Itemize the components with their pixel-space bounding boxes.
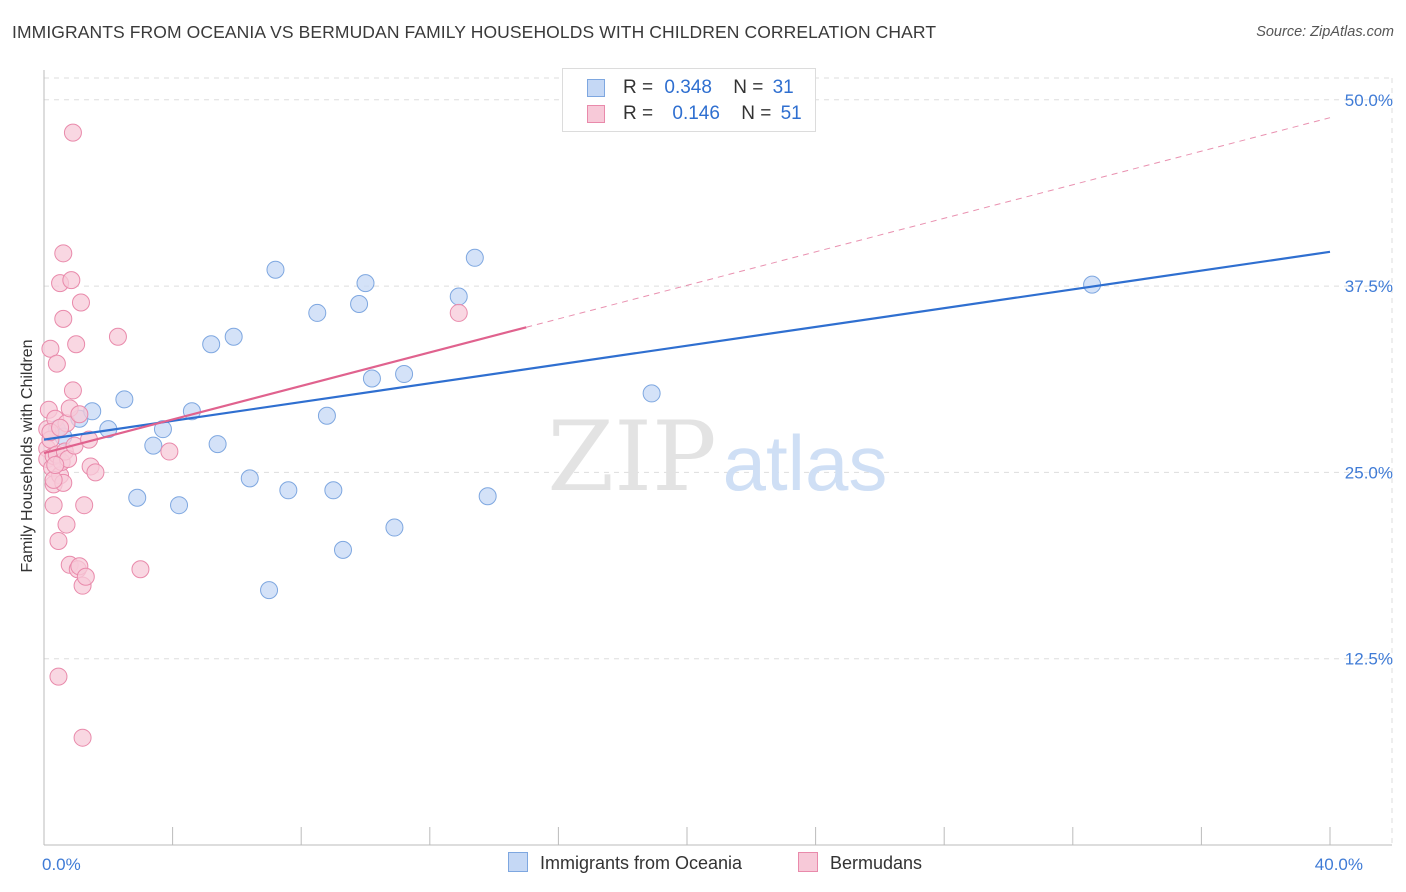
n-label: N =: [733, 77, 764, 98]
oceania-point: [170, 496, 189, 515]
correlation-legend: R = 0.348 N = 31 R = 0.146 N = 51: [562, 68, 816, 132]
oceania-point: [449, 287, 468, 306]
bermudan-point: [75, 496, 94, 515]
oceania-point: [266, 260, 285, 279]
r-value: 0.146: [672, 103, 720, 124]
oceania-point: [478, 487, 497, 506]
bermudan-point: [131, 560, 150, 579]
n-value: 51: [780, 103, 802, 124]
bermudan-point: [54, 244, 73, 263]
bermudan-point: [86, 463, 105, 482]
blue-swatch: [508, 852, 528, 872]
legend-item-bermudans[interactable]: Bermudans: [798, 852, 922, 874]
oceania-point: [128, 488, 147, 507]
bermudan-point: [57, 515, 76, 534]
oceania-point: [385, 518, 404, 537]
oceania-point: [317, 406, 336, 425]
chart-title: IMMIGRANTS FROM OCEANIA VS BERMUDAN FAMI…: [12, 22, 937, 42]
oceania-point: [642, 384, 661, 403]
bermudan-point: [54, 309, 73, 328]
watermark-atlas: atlas: [723, 419, 888, 507]
bermudan-point: [67, 335, 86, 354]
y-tick-label: 50.0%: [1345, 91, 1393, 110]
bermudan-point: [449, 303, 468, 322]
oceania-point: [208, 435, 227, 454]
axes: [43, 70, 1392, 846]
oceania-point: [115, 390, 134, 409]
bermudan-point: [108, 327, 127, 346]
oceania-point: [308, 303, 327, 322]
oceania-point: [202, 335, 221, 354]
oceania-point: [350, 294, 369, 313]
oceania-point: [279, 481, 298, 500]
bermudan-point: [70, 405, 89, 424]
bermudan-trend-extension: [526, 117, 1331, 328]
legend-label: Immigrants from Oceania: [540, 853, 743, 873]
data-points: [38, 123, 1102, 747]
blue-swatch: [587, 79, 605, 97]
bermudan-trend-line: [43, 326, 527, 455]
bermudan-point: [41, 339, 60, 358]
bermudan-point: [46, 455, 65, 474]
bermudan-point: [76, 567, 95, 586]
r-label: R =: [623, 103, 654, 124]
y-tick-label: 37.5%: [1345, 277, 1393, 296]
pink-swatch: [798, 852, 818, 872]
y-tick-label: 25.0%: [1345, 463, 1393, 482]
r-label: R =: [623, 77, 654, 98]
bermudan-point: [160, 442, 179, 461]
bermudan-point: [47, 354, 66, 373]
oceania-point: [260, 581, 279, 600]
oceania-point: [240, 469, 259, 488]
gridlines: [44, 77, 1393, 845]
oceania-point: [224, 327, 243, 346]
watermark-zip: ZIP: [547, 401, 716, 513]
bermudan-point: [63, 381, 82, 400]
source-credit: Source: ZipAtlas.com: [1256, 24, 1394, 40]
tick-labels: 12.5% 25.0% 37.5% 50.0% 0.0% 40.0%: [42, 91, 1393, 874]
oceania-point: [333, 540, 352, 559]
bermudan-point: [62, 271, 81, 290]
legend-label: Bermudans: [830, 853, 923, 873]
oceania-point: [395, 365, 414, 384]
bermudan-point: [49, 667, 68, 686]
bermudan-point: [63, 123, 82, 142]
oceania-trend-line: [43, 250, 1331, 441]
oceania-point: [362, 369, 381, 388]
trend-lines: [43, 117, 1331, 455]
bermudan-point: [71, 293, 90, 312]
bermudan-point: [44, 470, 63, 489]
pink-swatch: [587, 105, 605, 123]
y-tick-label: 12.5%: [1345, 650, 1393, 669]
x-tick-label: 40.0%: [1315, 855, 1363, 874]
oceania-point: [356, 274, 375, 293]
oceania-point: [324, 481, 343, 500]
n-value: 31: [772, 77, 794, 98]
oceania-point: [465, 248, 484, 267]
r-value: 0.348: [664, 77, 712, 98]
bermudan-point: [73, 728, 92, 747]
legend-item-oceania[interactable]: Immigrants from Oceania: [508, 852, 742, 874]
n-label: N =: [741, 103, 772, 124]
oceania-point: [144, 436, 163, 455]
x-tick-label: 0.0%: [42, 855, 81, 874]
oceania-point: [153, 420, 172, 439]
bermudan-point: [51, 418, 70, 437]
bermudan-point: [44, 496, 63, 515]
watermark: ZIP atlas: [547, 401, 887, 513]
bermudan-point: [49, 531, 68, 550]
